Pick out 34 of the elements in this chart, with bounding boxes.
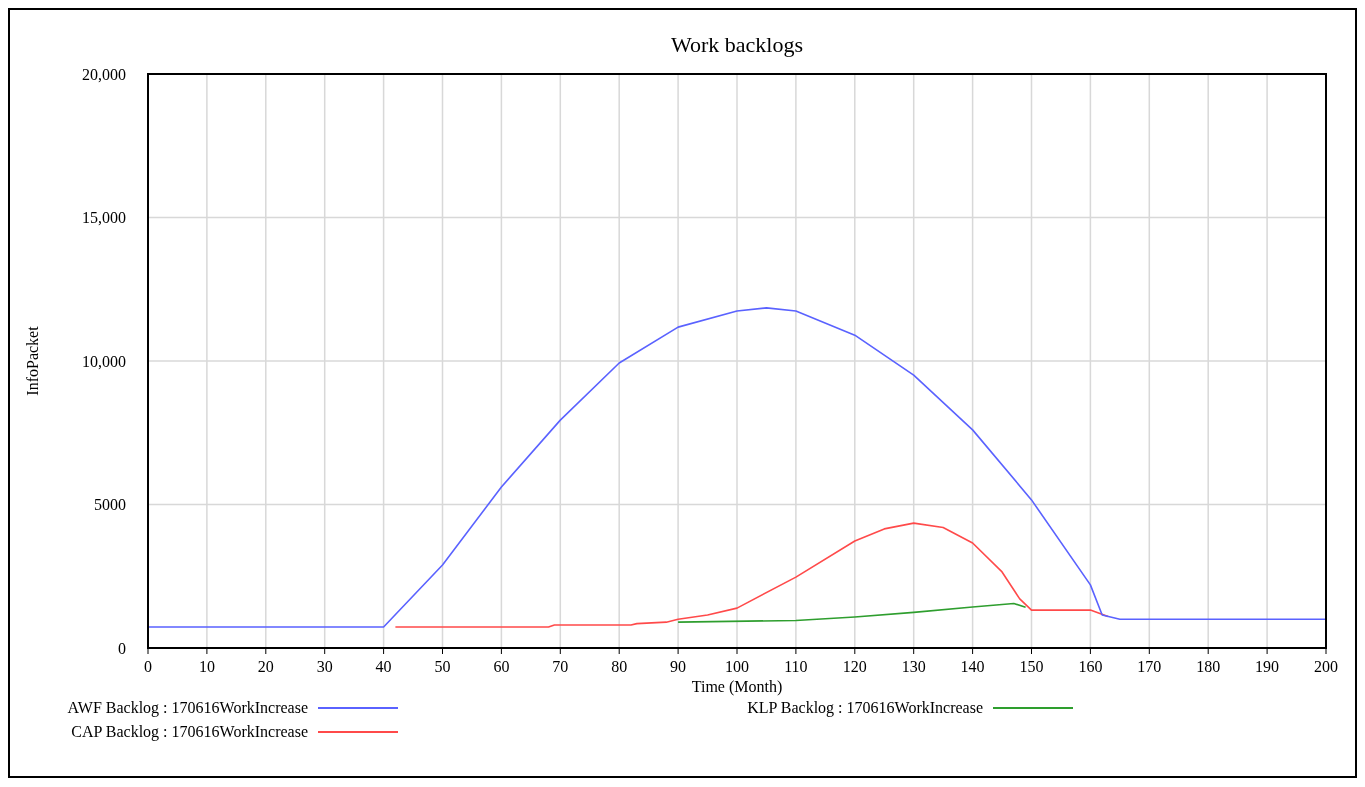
- x-tick-label: 180: [1196, 658, 1221, 675]
- x-tick-label: 110: [784, 658, 808, 675]
- x-tick-label: 10: [198, 658, 215, 675]
- x-tick-label: 90: [670, 658, 687, 675]
- y-tick-label: 5000: [94, 496, 126, 514]
- y-tick-label: 20,000: [82, 65, 126, 83]
- legend-label: CAP Backlog : 170616WorkIncrease: [71, 723, 308, 741]
- x-tick-label: 170: [1137, 658, 1162, 675]
- y-tick-label: 0: [118, 639, 126, 657]
- x-tick-label: 20: [257, 658, 274, 675]
- y-tick-label: 15,000: [82, 209, 126, 227]
- x-axis-title: Time (Month): [691, 678, 783, 696]
- x-tick-label: 30: [316, 658, 333, 675]
- x-tick-label: 60: [493, 658, 510, 675]
- x-tick-label: 200: [1314, 658, 1338, 675]
- line-series: [677, 602, 1027, 623]
- x-tick-label: 80: [611, 658, 628, 675]
- x-tick-label: 0: [144, 658, 152, 675]
- x-tick-label: 140: [960, 658, 985, 675]
- chart-title: Work backlogs: [670, 32, 804, 57]
- x-tick-label: 150: [1019, 658, 1044, 675]
- y-axis-title: InfoPacket: [24, 325, 41, 396]
- x-tick-label: 130: [901, 658, 926, 675]
- x-tick-label: 190: [1255, 658, 1280, 675]
- x-tick-label: 70: [552, 658, 569, 675]
- x-tick-label: 120: [842, 658, 867, 675]
- legend-label: AWF Backlog : 170616WorkIncrease: [67, 699, 308, 717]
- line-series: [147, 307, 1327, 628]
- x-tick-label: 100: [725, 658, 749, 675]
- x-tick-label: 160: [1078, 658, 1103, 675]
- y-tick-label: 10,000: [82, 352, 126, 370]
- x-tick-label: 40: [375, 658, 392, 675]
- x-tick-label: 50: [434, 658, 451, 675]
- legend-label: KLP Backlog : 170616WorkIncrease: [747, 699, 983, 717]
